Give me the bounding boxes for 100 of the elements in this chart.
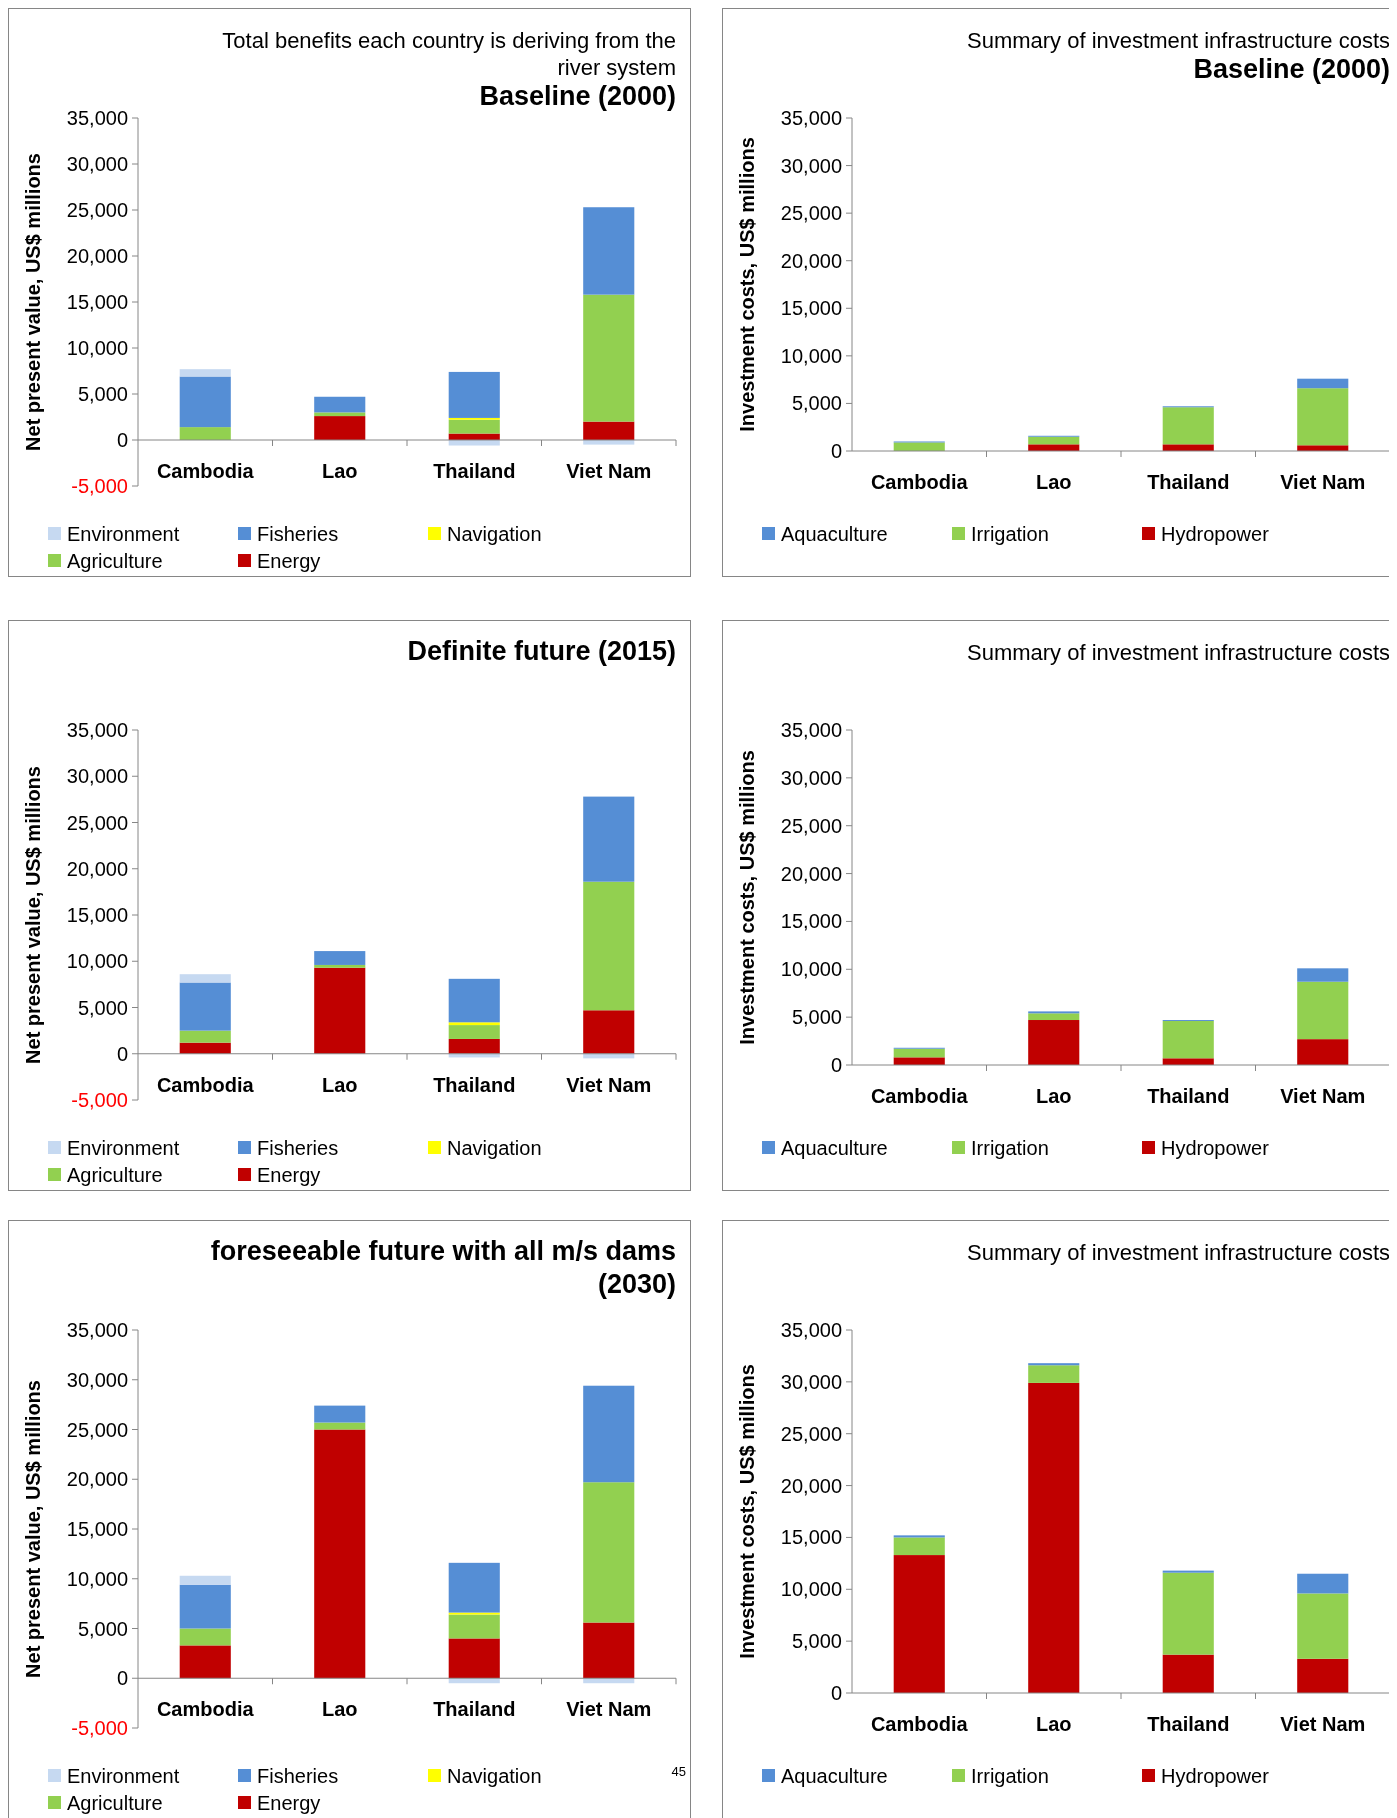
- bar: [1162, 1570, 1214, 1573]
- bar: [1162, 1654, 1214, 1693]
- legend-label: Irrigation: [971, 1765, 1049, 1787]
- chart-subtitle: Baseline (2000): [1193, 54, 1390, 84]
- x-tick-label: Cambodia: [870, 471, 969, 493]
- y-tick-label: 25,000: [66, 1418, 128, 1441]
- x-tick-label: Lao: [1035, 1713, 1072, 1735]
- y-axis-title: Investment costs, US$ millions: [736, 137, 758, 432]
- bar: [314, 412, 366, 417]
- legend-label: Energy: [257, 1164, 321, 1186]
- bar: [448, 371, 500, 418]
- y-axis-title: Net present value, US$ millions: [22, 1380, 44, 1678]
- legend-label: Environment: [67, 1765, 180, 1787]
- bar: [179, 1030, 231, 1043]
- bar: [179, 982, 231, 1031]
- bar: [1162, 1020, 1214, 1059]
- bar: [1028, 1363, 1080, 1366]
- legend-label: Fisheries: [257, 1137, 339, 1159]
- x-tick-label: Viet Nam: [566, 1698, 652, 1721]
- x-tick-label: Lao: [321, 1698, 358, 1721]
- y-tick-label: 10,000: [66, 1567, 128, 1590]
- legend-label: Aquaculture: [781, 1137, 888, 1159]
- y-tick-label: 35,000: [780, 107, 842, 129]
- legend-label: Agriculture: [67, 1792, 163, 1814]
- y-tick-label: 30,000: [66, 153, 128, 175]
- bar: [1297, 981, 1349, 1040]
- legend-label: Hydropower: [1161, 523, 1270, 545]
- x-tick-label: Viet Nam: [1280, 1713, 1366, 1735]
- bar: [1297, 378, 1349, 389]
- bar: [583, 1622, 635, 1679]
- bar: [314, 396, 366, 413]
- bar: [893, 1535, 945, 1538]
- y-tick-label: 15,000: [780, 1526, 842, 1549]
- bar: [314, 416, 366, 440]
- bar: [1297, 968, 1349, 982]
- legend-label: Agriculture: [67, 550, 163, 572]
- chart-title: Summary of investment infrastructure costs: [966, 28, 1390, 53]
- chart-subtitle: foreseeable future with all m/s dams (2030): [210, 1236, 676, 1299]
- y-tick-label: 5,000: [791, 1006, 842, 1029]
- y-tick-label: 10,000: [780, 1578, 842, 1601]
- bar: [179, 1042, 231, 1054]
- x-tick-label: Cambodia: [156, 460, 255, 482]
- bar: [179, 1628, 231, 1646]
- x-tick-label: Cambodia: [870, 1085, 969, 1107]
- bar: [1297, 1658, 1349, 1693]
- legend-label: Navigation: [447, 1765, 542, 1787]
- bar: [1297, 1593, 1349, 1659]
- y-tick-label: 25,000: [66, 199, 128, 221]
- bar: [314, 1405, 366, 1423]
- x-tick-label: Viet Nam: [566, 460, 652, 482]
- y-tick-label: 15,000: [66, 904, 128, 926]
- bar: [583, 1010, 635, 1054]
- x-tick-label: Thailand: [1147, 1085, 1230, 1107]
- bar: [179, 427, 231, 440]
- legend-label: Fisheries: [257, 1765, 339, 1787]
- bar: [1028, 1382, 1080, 1693]
- bar: [1162, 444, 1214, 451]
- y-tick-label: 20,000: [780, 249, 842, 272]
- bar: [179, 1645, 231, 1679]
- legend-label: Irrigation: [971, 1137, 1049, 1159]
- bar: [1028, 1020, 1080, 1065]
- y-axis-title: Net present value, US$ millions: [22, 766, 44, 1064]
- bar: [1162, 1572, 1214, 1655]
- y-tick-label: 10,000: [66, 950, 128, 973]
- bar: [314, 951, 366, 965]
- x-tick-label: Thailand: [433, 1698, 516, 1721]
- y-tick-label: 35,000: [780, 1319, 842, 1341]
- y-axis-title: Investment costs, US$ millions: [736, 750, 758, 1045]
- text: 45: [671, 1764, 686, 1779]
- x-tick-label: Cambodia: [870, 1713, 969, 1735]
- y-tick-label: 0: [830, 1054, 842, 1076]
- legend-label: Environment: [67, 1137, 180, 1159]
- x-tick-label: Viet Nam: [1280, 1085, 1366, 1107]
- bar: [583, 421, 635, 440]
- x-tick-label: Lao: [321, 1073, 358, 1096]
- bar: [179, 369, 231, 377]
- bar: [893, 1555, 945, 1693]
- y-tick-label: 0: [116, 1667, 128, 1690]
- bar: [314, 964, 366, 968]
- y-tick-label: 20,000: [66, 1468, 128, 1491]
- legend-label: Aquaculture: [781, 523, 888, 545]
- y-tick-label: 20,000: [780, 862, 842, 885]
- bar: [179, 376, 231, 428]
- bar: [179, 1575, 231, 1585]
- bar: [179, 974, 231, 983]
- x-tick-label: Lao: [1035, 1085, 1072, 1107]
- y-tick-label: 5,000: [77, 383, 128, 405]
- y-tick-label: 35,000: [66, 107, 128, 129]
- legend-label: Environment: [67, 523, 180, 545]
- legend-label: Navigation: [447, 1137, 542, 1159]
- y-tick-label: 35,000: [66, 1319, 128, 1341]
- y-tick-label: 0: [116, 1042, 128, 1065]
- x-tick-label: Cambodia: [156, 1698, 255, 1721]
- y-tick-label: 5,000: [791, 1630, 842, 1653]
- bar: [1297, 1573, 1349, 1594]
- bar: [1028, 1013, 1080, 1021]
- bar: [448, 1638, 500, 1679]
- legend-label: Irrigation: [971, 523, 1049, 545]
- y-tick-label: -5,000: [71, 1717, 128, 1739]
- y-tick-label: 0: [830, 440, 842, 462]
